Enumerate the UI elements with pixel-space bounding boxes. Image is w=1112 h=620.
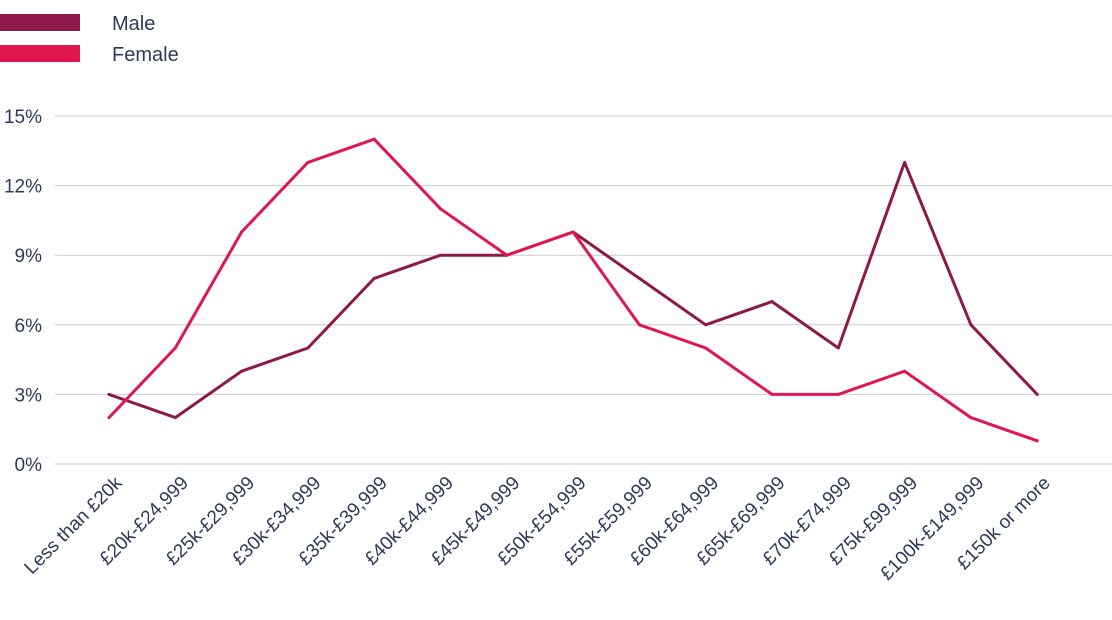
data-point-female (770, 392, 774, 396)
data-point-female (903, 369, 907, 373)
y-tick-label: 6% (15, 316, 43, 337)
data-point-male (107, 392, 111, 396)
legend-label-female: Female (112, 44, 179, 66)
data-point-male (836, 346, 840, 350)
data-point-male (372, 276, 376, 280)
gridlines (55, 115, 1112, 465)
data-point-male (704, 323, 708, 327)
y-tick-label: 9% (15, 246, 43, 267)
legend-label-male: Male (112, 13, 155, 35)
data-point-male (969, 323, 973, 327)
data-point-female (173, 346, 177, 350)
data-point-female (836, 392, 840, 396)
data-point-female (240, 230, 244, 234)
legend-swatch-female (0, 45, 80, 62)
data-point-female (306, 160, 310, 164)
y-axis: 0% 3% 6% 9% 12% 15% (4, 107, 42, 476)
y-tick-label: 0% (15, 455, 43, 476)
data-point-female (571, 230, 575, 234)
data-point-female (505, 253, 509, 257)
data-point-male (306, 346, 310, 350)
legend-swatch-male (0, 14, 80, 31)
data-point-female (637, 323, 641, 327)
data-point-male (1035, 392, 1039, 396)
x-axis: Less than £20k£20k-£24,999£25k-£29,999£3… (21, 472, 1055, 584)
data-point-male (770, 300, 774, 304)
legend: Male Female (0, 13, 179, 66)
data-point-female (1035, 439, 1039, 443)
data-point-female (107, 416, 111, 420)
data-point-female (969, 416, 973, 420)
data-point-female (372, 137, 376, 141)
data-point-male (240, 369, 244, 373)
data-point-male (173, 416, 177, 420)
data-point-female (704, 346, 708, 350)
data-point-female (439, 207, 442, 211)
data-point-male (903, 160, 907, 164)
series-line-male (107, 160, 1039, 420)
y-tick-label: 15% (4, 107, 42, 128)
data-point-male (637, 276, 641, 280)
series-lines (107, 137, 1039, 443)
y-tick-label: 3% (15, 385, 43, 406)
data-point-male (439, 253, 442, 257)
y-tick-label: 12% (4, 177, 42, 198)
